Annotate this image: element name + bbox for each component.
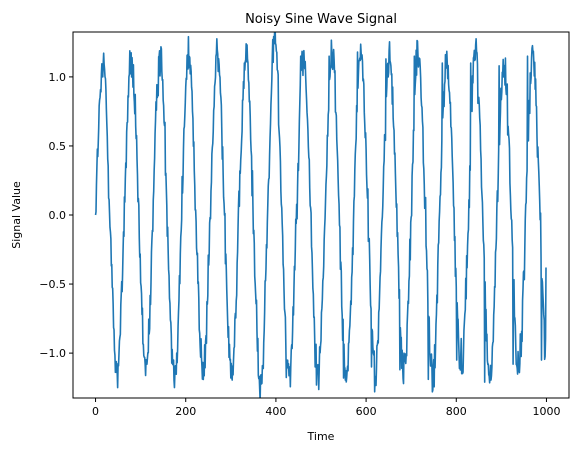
x-tick-label: 200 — [175, 405, 196, 418]
chart-title: Noisy Sine Wave Signal — [245, 12, 397, 27]
x-tick-label: 800 — [446, 405, 467, 418]
x-tick-label: 600 — [356, 405, 377, 418]
y-tick-label: −0.5 — [39, 278, 66, 291]
y-axis: −1.0 −0.5 0.0 0.5 1.0 — [39, 71, 73, 360]
y-tick-label: 0.0 — [49, 209, 67, 222]
x-axis-label: Time — [307, 430, 335, 443]
signal-line — [94, 32, 547, 398]
y-tick-label: 0.5 — [49, 140, 67, 153]
x-tick-label: 1000 — [532, 405, 560, 418]
x-tick-label: 0 — [92, 405, 99, 418]
y-tick-label: −1.0 — [39, 347, 66, 360]
y-axis-label: Signal Value — [10, 181, 23, 249]
x-axis: 0 200 400 600 800 1000 — [92, 398, 560, 418]
y-tick-label: 1.0 — [49, 71, 67, 84]
plot-area — [94, 32, 547, 398]
x-tick-label: 400 — [265, 405, 286, 418]
